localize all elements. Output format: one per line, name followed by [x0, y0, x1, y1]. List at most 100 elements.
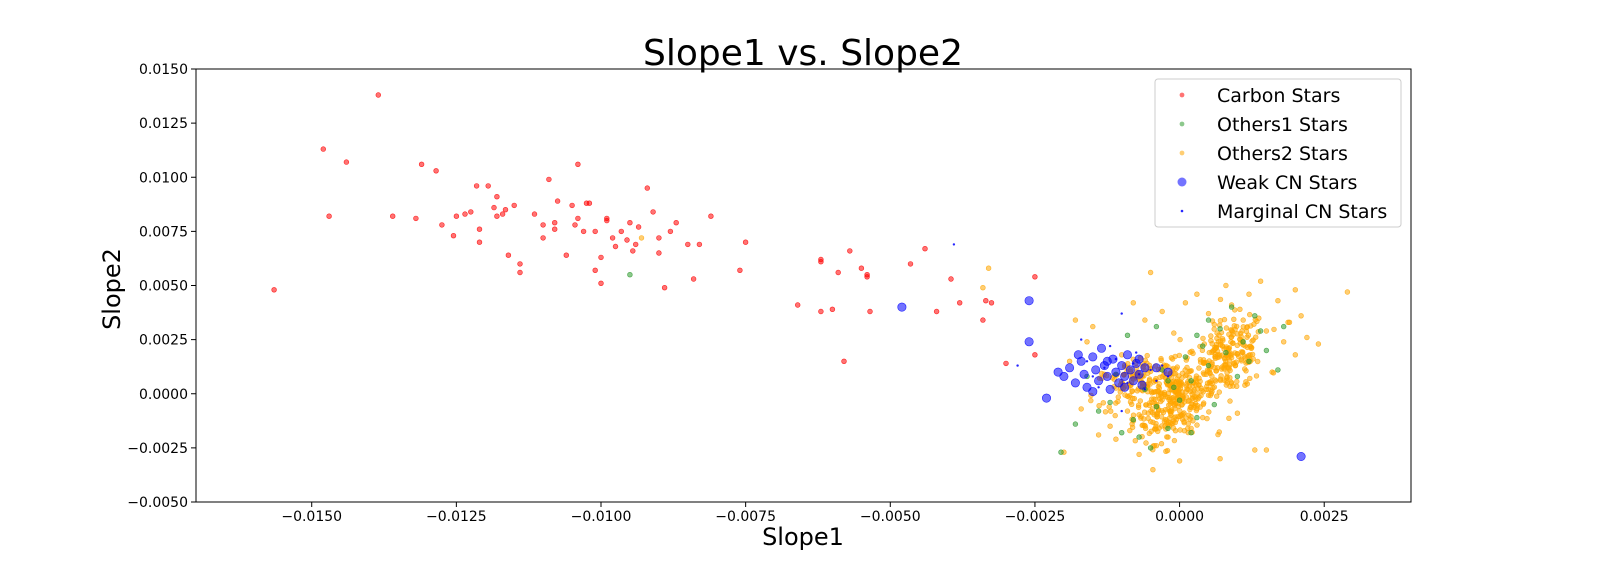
data-point [1118, 430, 1125, 436]
data-point [1171, 330, 1177, 336]
data-point [1190, 418, 1196, 424]
data-point [1254, 358, 1261, 365]
data-point [1285, 319, 1291, 325]
data-point [1111, 367, 1121, 377]
data-point [1122, 392, 1128, 398]
data-point [1190, 350, 1196, 357]
data-point [1220, 337, 1226, 344]
x-tick-label: −0.0125 [426, 509, 487, 525]
data-point [1102, 371, 1112, 381]
data-point [1088, 352, 1098, 362]
data-point [554, 198, 561, 204]
data-point [1165, 378, 1171, 384]
data-point [1216, 389, 1223, 395]
data-point [476, 239, 483, 245]
data-point [1227, 398, 1233, 404]
data-point [1234, 342, 1241, 349]
data-point [985, 265, 992, 271]
data-point [1205, 369, 1211, 375]
data-point [320, 146, 326, 152]
data-point [922, 246, 928, 252]
data-point [1246, 311, 1253, 318]
data-point [1257, 278, 1264, 284]
data-point [1263, 328, 1270, 334]
data-point [1194, 402, 1201, 409]
data-point [375, 92, 381, 98]
data-point [1164, 434, 1170, 440]
data-point [1212, 353, 1219, 360]
data-point [1170, 365, 1176, 372]
data-point [1148, 428, 1154, 434]
data-point [1222, 355, 1228, 361]
data-point [1223, 325, 1230, 331]
data-point [983, 298, 989, 304]
data-point [1171, 415, 1177, 421]
data-point [609, 235, 616, 241]
data-point [1263, 347, 1270, 354]
data-point [1157, 374, 1163, 380]
data-point [551, 220, 558, 226]
data-point [1296, 451, 1306, 461]
data-point [1234, 410, 1241, 416]
data-point [1237, 330, 1244, 337]
data-point [1162, 407, 1169, 413]
data-point [1140, 363, 1150, 373]
data-point [1165, 425, 1171, 432]
data-point [867, 308, 873, 315]
data-point [1168, 355, 1175, 361]
data-point [433, 168, 439, 174]
x-tick-label: 0.0025 [1300, 509, 1349, 525]
data-point [450, 233, 457, 239]
y-tick-label: 0.0150 [139, 62, 188, 78]
data-point [1120, 409, 1123, 413]
data-point [1115, 394, 1122, 400]
legend-marker [1177, 177, 1187, 187]
data-point [1095, 408, 1102, 414]
data-point [1177, 336, 1183, 343]
data-point [1149, 368, 1152, 372]
data-point [473, 183, 480, 189]
data-point [794, 302, 801, 308]
data-point [952, 243, 956, 246]
data-point [1252, 334, 1259, 340]
data-point [546, 176, 552, 183]
data-point [1205, 392, 1212, 398]
data-point [586, 200, 593, 206]
data-point [818, 308, 824, 315]
data-point [1228, 304, 1235, 310]
y-axis-title: Slope2 [98, 248, 126, 330]
data-point [1189, 391, 1195, 397]
x-tick-label: 0.0000 [1155, 509, 1204, 525]
series-carbon-stars [271, 92, 1038, 367]
data-point [540, 222, 546, 228]
data-point [1214, 335, 1220, 341]
data-point [737, 267, 743, 273]
data-point [1171, 437, 1178, 444]
data-point [439, 222, 445, 228]
data-point [988, 300, 995, 306]
data-point [572, 222, 578, 228]
data-point [1090, 323, 1096, 330]
chart-title: Slope1 vs. Slope2 [643, 33, 963, 74]
data-point [1214, 330, 1220, 336]
data-point [1102, 409, 1109, 415]
data-point [656, 250, 662, 256]
data-point [1217, 318, 1224, 324]
data-point [1151, 363, 1161, 373]
data-point [1292, 287, 1299, 293]
data-point [1249, 351, 1256, 358]
data-point [413, 215, 419, 222]
data-point [517, 269, 523, 276]
data-point [1176, 387, 1182, 393]
data-point [835, 269, 841, 276]
data-point [1182, 300, 1189, 306]
data-point [1112, 412, 1118, 419]
data-point [1188, 430, 1194, 436]
data-point [1198, 392, 1204, 399]
data-point [1143, 440, 1149, 446]
data-point [1247, 375, 1253, 382]
data-point [1137, 380, 1147, 390]
data-point [1042, 393, 1052, 403]
data-point [1172, 419, 1179, 426]
data-point [540, 235, 546, 241]
